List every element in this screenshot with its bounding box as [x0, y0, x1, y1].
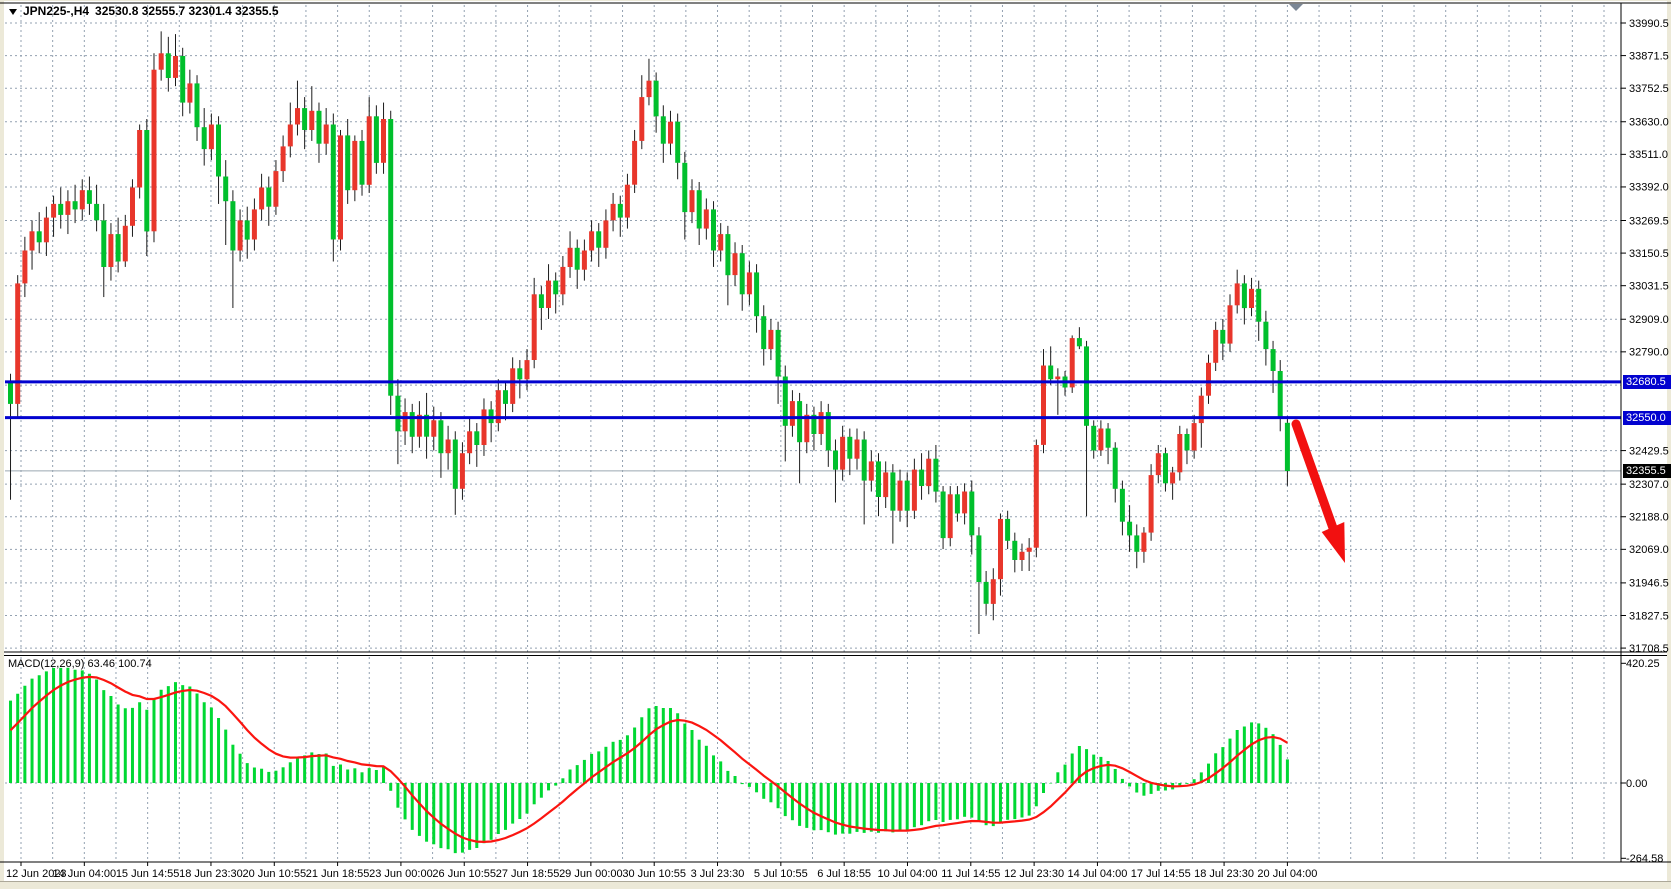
time-tick-label: 18 Jul 23:30: [1194, 868, 1254, 880]
price-tick-label: 33511.0: [1629, 149, 1668, 161]
time-tick-label: 12 Jun 2023: [6, 868, 67, 880]
time-tick-label: 14 Jun 04:00: [53, 868, 117, 880]
time-tick-label: 17 Jul 14:55: [1131, 868, 1191, 880]
macd-signal-line: [9, 675, 1288, 844]
price-tick-label: 33269.5: [1629, 215, 1669, 227]
time-tick-label: 30 Jun 10:55: [622, 868, 686, 880]
time-tick-label: 11 Jul 14:55: [941, 868, 1000, 880]
macd-histogram: [9, 667, 1289, 854]
grid-vertical-layer: [20, 5, 1605, 861]
price-tick-label: 32069.0: [1629, 544, 1669, 556]
time-tick-label: 20 Jun 10:55: [242, 868, 306, 880]
time-tick-label: 3 Jul 23:30: [691, 868, 745, 880]
time-tick-label: 20 Jul 04:00: [1257, 868, 1317, 880]
macd-indicator-label: MACD(12,26,9) 63.46 100.74: [8, 658, 152, 670]
symbol-dropdown-icon[interactable]: [9, 9, 17, 15]
price-tick-label: 33871.5: [1629, 50, 1669, 62]
price-tick-label: 31827.5: [1629, 610, 1669, 622]
current-price-label: 32355.5: [1623, 463, 1671, 478]
macd-values-label: 63.46 100.74: [87, 658, 152, 670]
hline-price-label[interactable]: 32680.5: [1623, 374, 1671, 389]
time-tick-label: 6 Jul 18:55: [817, 868, 871, 880]
trend-arrow[interactable]: [1291, 419, 1345, 563]
time-tick-label: 10 Jul 04:00: [878, 868, 938, 880]
panel-borders: [0, 2, 1671, 863]
price-tick-label: 33990.5: [1629, 18, 1669, 30]
price-tick-label: 31946.5: [1629, 578, 1669, 590]
price-tick-label: 32188.0: [1629, 512, 1669, 524]
chart-title-bar: JPN225-,H4 32530.8 32555.7 32301.4 32355…: [9, 4, 279, 18]
price-tick-label: 32429.5: [1629, 445, 1669, 457]
price-tick-label: 32790.0: [1629, 347, 1669, 359]
time-tick-label: 27 Jun 18:55: [496, 868, 560, 880]
time-tick-label: 26 Jun 10:55: [432, 868, 496, 880]
hline-price-label[interactable]: 32550.0: [1623, 410, 1671, 425]
ohlc-values-label: 32530.8 32555.7 32301.4 32355.5: [95, 4, 279, 18]
price-axis[interactable]: 33990.5 33871.5 33752.5 33630.0 33511.0 33392…: [1621, 18, 1669, 865]
time-tick-label: 12 Jul 23:30: [1004, 868, 1064, 880]
macd-axis-label: 0.00: [1626, 778, 1647, 790]
price-tick-label: 32307.0: [1629, 479, 1669, 491]
chart-shift-marker-icon: [1289, 4, 1303, 11]
macd-axis-label: -264.58: [1626, 853, 1663, 865]
time-tick-label: 15 Jun 14:55: [116, 868, 180, 880]
price-tick-label: 33752.5: [1629, 83, 1669, 95]
price-tick-label: 31708.5: [1629, 643, 1669, 655]
symbol-timeframe-label: JPN225-,H4: [23, 4, 90, 18]
time-tick-label: 14 Jul 04:00: [1067, 868, 1127, 880]
price-tick-label: 33630.0: [1629, 117, 1669, 129]
macd-name-label: MACD(12,26,9): [8, 658, 85, 670]
price-tick-label: 33392.0: [1629, 182, 1669, 194]
time-tick-label: 21 Jun 18:55: [306, 868, 370, 880]
price-tick-label: 33031.5: [1629, 281, 1669, 293]
price-tick-label: 32909.0: [1629, 314, 1669, 326]
time-tick-label: 23 Jun 00:00: [369, 868, 433, 880]
time-tick-label: 18 Jun 23:30: [179, 868, 243, 880]
status-bar: [0, 881, 1671, 889]
time-tick-label: 5 Jul 10:55: [754, 868, 808, 880]
candles-layer: [8, 31, 1290, 634]
macd-axis-label: 420.25: [1626, 658, 1660, 670]
time-tick-label: 29 Jun 00:00: [559, 868, 623, 880]
price-tick-label: 33150.5: [1629, 248, 1669, 260]
